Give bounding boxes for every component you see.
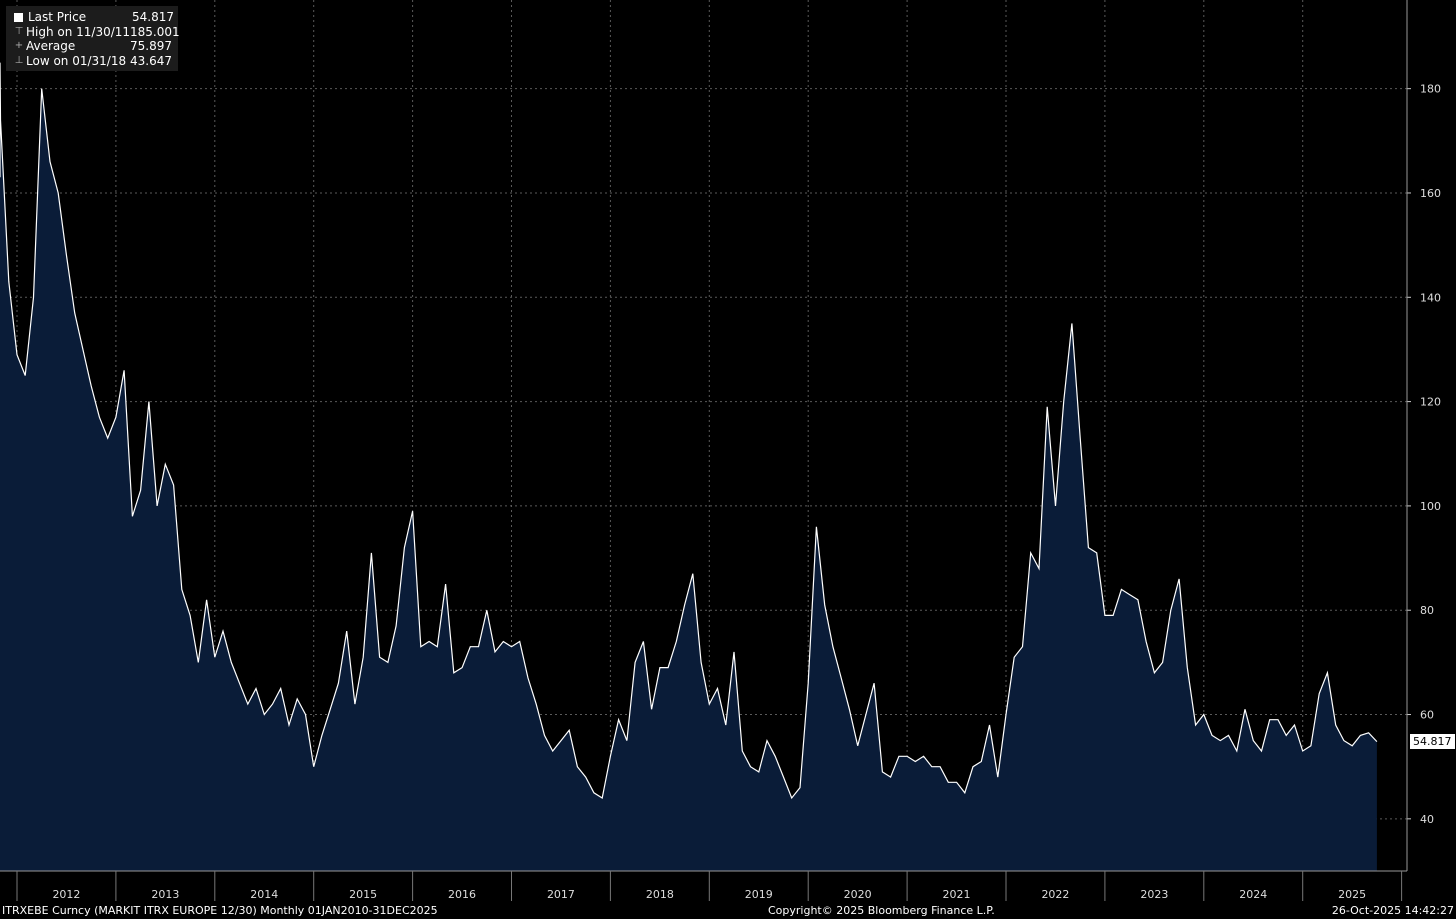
x-tick-label: 2012 [52, 888, 80, 901]
last-price-tag: 54.817 [1410, 733, 1455, 749]
x-tick-label: 2022 [1041, 888, 1069, 901]
x-tick-label: 2016 [448, 888, 476, 901]
x-tick-label: 2014 [250, 888, 278, 901]
x-tick-label: 2024 [1239, 888, 1267, 901]
x-tick-label: 2023 [1140, 888, 1168, 901]
square-icon [14, 12, 23, 22]
x-tick-label: 2018 [646, 888, 674, 901]
legend-last-value: 54.817 [132, 10, 174, 24]
y-axis: 40 60 80 100 120 140 160 180 [1406, 0, 1441, 871]
y-tick-label: 160 [1420, 187, 1441, 200]
legend-low-label: Low on 01/31/18 [26, 53, 127, 68]
x-tick-label: 2019 [745, 888, 773, 901]
footer-copyright: Copyright© 2025 Bloomberg Finance L.P. [768, 904, 995, 917]
x-tick-label: 2020 [844, 888, 872, 901]
legend-high-value: 185.001 [130, 24, 180, 39]
legend-average-value: 75.897 [130, 39, 172, 53]
x-tick-label: 2021 [943, 888, 971, 901]
legend-last: Last Price 54.817 [12, 10, 174, 25]
series-area [0, 62, 1377, 872]
average-marker-icon: + [14, 40, 24, 51]
x-tick-label: 2013 [151, 888, 179, 901]
legend-low-value: 43.647 [130, 53, 172, 68]
y-tick-label: 140 [1420, 291, 1441, 304]
y-tick-label: 60 [1420, 709, 1434, 722]
footer-ticker: ITRXEBE Curncy (MARKIT ITRX EUROPE 12/30… [2, 904, 438, 917]
legend-average: + Average 75.897 [12, 39, 172, 54]
low-marker-icon: ⊥ [14, 54, 24, 66]
x-tick-label: 2017 [547, 888, 575, 901]
footer-timestamp: 26-Oct-2025 14:42:27 [1331, 904, 1454, 917]
x-tick-label: 2015 [349, 888, 377, 901]
y-tick-label: 100 [1420, 500, 1441, 513]
legend-box: Last Price 54.817 ⊤ High on 11/30/11 185… [6, 6, 180, 71]
legend-last-label: Last Price [28, 10, 87, 24]
x-axis: 2012 2013 2014 2015 2016 2017 2018 2019 2020 2021… [0, 870, 1407, 901]
high-marker-icon: ⊤ [14, 25, 24, 37]
x-tick-label: 2025 [1338, 888, 1366, 901]
legend-high-label: High on 11/30/11 [26, 24, 131, 39]
series-line [0, 62, 1378, 800]
y-tick-label: 180 [1420, 83, 1441, 96]
y-tick-label: 40 [1420, 813, 1434, 826]
y-tick-label: 80 [1420, 604, 1434, 617]
legend-average-label: Average [26, 39, 76, 53]
y-tick-label: 120 [1420, 396, 1441, 409]
legend-low: ⊥ Low on 01/31/18 43.647 [12, 54, 172, 69]
legend-high: ⊤ High on 11/30/11 185.001 [12, 24, 180, 40]
